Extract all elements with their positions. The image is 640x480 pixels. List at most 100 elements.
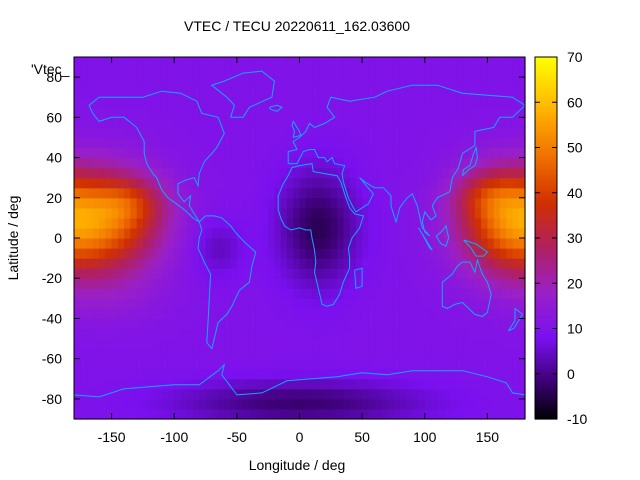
heatmap-cell (280, 268, 288, 279)
heatmap-cell (437, 388, 445, 400)
heatmap-cell (431, 207, 438, 219)
heatmap-cell (374, 388, 382, 400)
heatmap-cell (487, 187, 495, 199)
heatmap-cell (261, 408, 269, 420)
heatmap-cell (487, 308, 495, 320)
heatmap-cell (155, 137, 163, 149)
heatmap-cell (405, 378, 413, 390)
heatmap-cell (330, 308, 338, 320)
colorbar-segment (535, 174, 557, 178)
heatmap-cell (174, 127, 182, 139)
colorbar-segment (535, 75, 557, 78)
heatmap-cell (399, 117, 407, 128)
heatmap-cell (405, 77, 413, 88)
heatmap-cell (312, 207, 319, 219)
heatmap-cell (224, 77, 232, 88)
heatmap-cell (499, 298, 507, 309)
colorbar-segment (535, 391, 557, 395)
heatmap-cell (74, 368, 81, 380)
heatmap-cell (387, 288, 395, 299)
heatmap-cell (431, 217, 438, 229)
heatmap-cell (443, 77, 451, 88)
colorbar-segment (535, 188, 557, 192)
heatmap-cell (324, 258, 332, 269)
heatmap-cell (186, 288, 194, 299)
colorbar-segment (535, 228, 557, 232)
heatmap-cell (230, 207, 238, 219)
heatmap-cell (431, 117, 438, 128)
heatmap-cell (412, 298, 420, 309)
heatmap-cell (337, 398, 344, 410)
heatmap-cell (355, 197, 363, 209)
heatmap-cell (193, 227, 200, 239)
heatmap-cell (280, 408, 288, 420)
heatmap-cell (293, 97, 301, 108)
heatmap-cell (474, 187, 482, 199)
colorbar-segment (535, 303, 557, 307)
heatmap-cell (199, 408, 207, 420)
heatmap-cell (424, 147, 432, 159)
heatmap-cell (431, 167, 438, 179)
heatmap-cell (418, 127, 426, 139)
heatmap-cell (418, 348, 426, 360)
heatmap-cell (324, 318, 332, 330)
heatmap-cell (286, 408, 294, 420)
heatmap-cell (393, 207, 401, 219)
heatmap-cell (268, 77, 276, 88)
heatmap-cell (387, 207, 395, 219)
heatmap-cell (337, 197, 344, 209)
colorbar-segment (535, 328, 557, 332)
heatmap-cell (462, 318, 470, 330)
heatmap-cell (167, 388, 175, 400)
heatmap-cell (92, 398, 100, 410)
heatmap-cell (343, 298, 351, 309)
heatmap-cell (255, 147, 263, 159)
heatmap-cell (136, 127, 144, 139)
heatmap-cell (193, 258, 200, 269)
heatmap-cell (487, 298, 495, 309)
heatmap-cell (111, 157, 119, 169)
colorbar-segment (535, 97, 557, 101)
heatmap-cell (312, 117, 319, 128)
colorbar-segment (535, 192, 557, 196)
heatmap-cell (236, 378, 244, 390)
heatmap-cell (337, 318, 344, 330)
heatmap-cell (149, 268, 157, 279)
heatmap-cell (330, 217, 338, 229)
heatmap-cell (211, 77, 219, 88)
heatmap-cell (80, 378, 88, 390)
heatmap-cell (324, 137, 332, 149)
heatmap-cell (305, 137, 313, 149)
heatmap-cell (368, 278, 376, 289)
heatmap-cell (481, 248, 489, 259)
x-axis-label: Longitude / deg (249, 457, 346, 473)
heatmap-cell (268, 408, 276, 420)
heatmap-cell (205, 57, 213, 68)
heatmap-cell (167, 348, 175, 360)
heatmap-cell (268, 107, 276, 118)
heatmap-cell (111, 278, 119, 289)
heatmap-cell (174, 338, 182, 350)
heatmap-cell (136, 67, 144, 78)
heatmap-cell (174, 278, 182, 289)
heatmap-cell (481, 87, 489, 98)
heatmap-cell (130, 117, 138, 128)
heatmap-cell (205, 378, 213, 390)
colorbar-segment (535, 371, 557, 375)
heatmap-cell (286, 167, 294, 179)
heatmap-cell (305, 268, 313, 279)
heatmap-cell (337, 258, 344, 269)
heatmap-cell (142, 398, 150, 410)
heatmap-cell (124, 278, 131, 289)
heatmap-cell (330, 238, 338, 249)
heatmap-cell (412, 408, 420, 420)
heatmap-cell (493, 388, 501, 400)
heatmap-cell (293, 117, 301, 128)
heatmap-cell (280, 227, 288, 239)
heatmap-cell (224, 187, 232, 199)
heatmap-cell (236, 197, 244, 209)
heatmap-cell (462, 107, 470, 118)
heatmap-cell (293, 288, 301, 299)
heatmap-cell (186, 298, 194, 309)
colorbar-tick-label: -10 (567, 411, 587, 427)
